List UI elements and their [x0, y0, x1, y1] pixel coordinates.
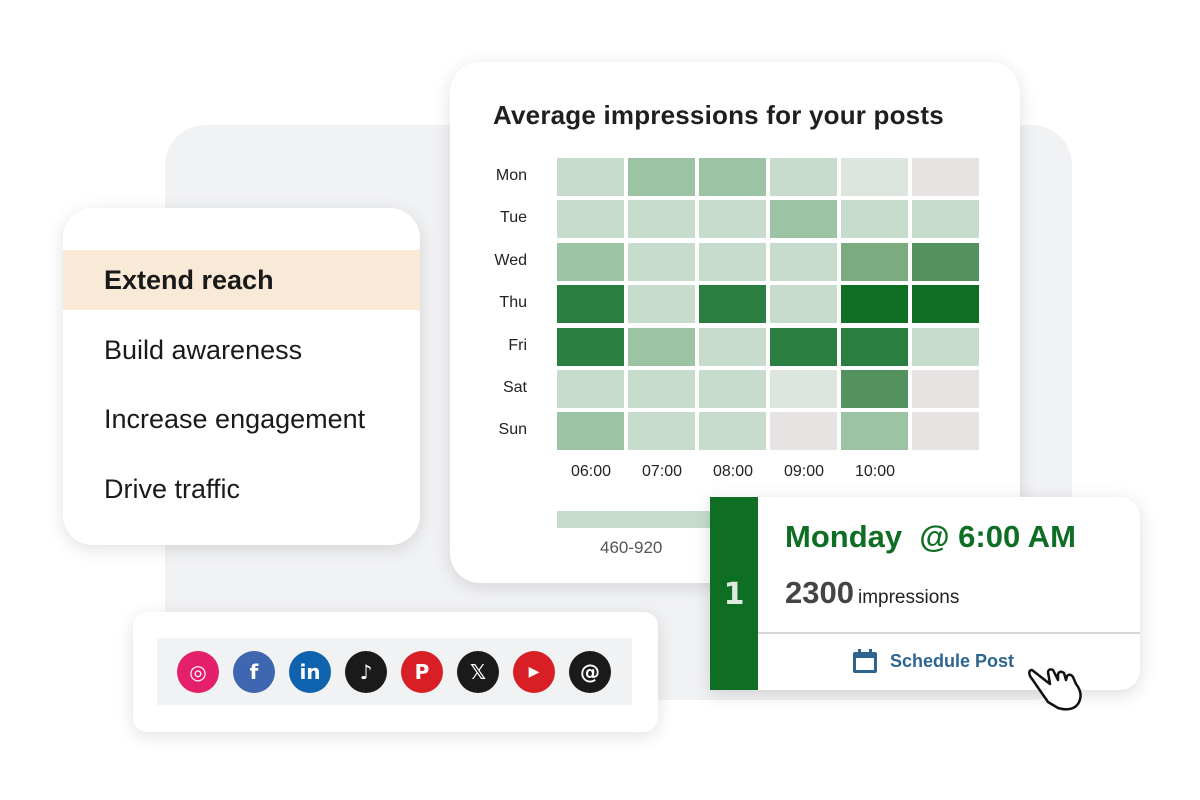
heatmap-cell[interactable] — [912, 285, 979, 324]
impressions-label: impressions — [857, 587, 960, 608]
heatmap-cell[interactable] — [770, 242, 837, 281]
calendar-icon — [853, 649, 877, 673]
heatmap-cell[interactable] — [628, 285, 695, 324]
heatmap-cell[interactable] — [912, 412, 979, 451]
heatmap-cell[interactable] — [841, 412, 908, 451]
row-label-sun: Sun — [498, 421, 527, 439]
legend-label: 460-920 — [600, 538, 663, 557]
youtube-icon[interactable]: ▶ — [513, 650, 555, 693]
impressions: 2300 impressions — [785, 575, 959, 611]
heatmap-cell[interactable] — [628, 200, 695, 239]
heatmap-cell[interactable] — [912, 370, 979, 408]
row-label-wed: Wed — [494, 251, 527, 269]
hand-pointer-icon — [1028, 668, 1082, 711]
heatmap-cell[interactable] — [770, 158, 837, 196]
heatmap-cell[interactable] — [699, 200, 766, 239]
chart-title: Average impressions for your posts — [493, 100, 944, 130]
heatmap-cell[interactable] — [912, 158, 979, 196]
heatmap-cell[interactable] — [841, 158, 908, 196]
column-label: 08:00 — [712, 463, 754, 480]
heatmap-cell[interactable] — [912, 327, 979, 366]
column-label: 06:00 — [570, 463, 612, 480]
heatmap-cell[interactable] — [770, 370, 837, 408]
row-label-tue: Tue — [500, 209, 527, 227]
heatmap-cell[interactable] — [770, 200, 837, 239]
heatmap-cell[interactable] — [841, 327, 908, 366]
heatmap-cell[interactable] — [557, 412, 624, 451]
best-time: Monday @ 6:00 AM — [785, 519, 1076, 554]
heatmap-cell[interactable] — [699, 327, 766, 366]
heatmap-cell[interactable] — [699, 285, 766, 324]
heatmap-cell[interactable] — [557, 327, 624, 366]
heatmap-cell[interactable] — [699, 242, 766, 281]
row-label-thu: Thu — [499, 294, 527, 312]
heatmap-cell[interactable] — [628, 158, 695, 196]
row-label-mon: Mon — [495, 167, 527, 184]
pinterest-icon[interactable]: P — [401, 650, 443, 693]
social-networks-card: ◎ f in ♪ P 𝕏 ▶ @ — [133, 612, 658, 732]
heatmap-cell[interactable] — [557, 200, 624, 239]
column-label: 09:00 — [783, 463, 825, 480]
heatmap-cell[interactable] — [628, 242, 695, 281]
schedule-post-label: Schedule Post — [890, 650, 1015, 671]
instagram-icon[interactable]: ◎ — [177, 650, 219, 693]
heatmap-cell[interactable] — [699, 412, 766, 451]
heatmap-cell[interactable] — [841, 370, 908, 408]
goal-drive-traffic[interactable]: Drive traffic — [104, 474, 241, 504]
heatmap-cell[interactable] — [628, 370, 695, 408]
social-icons-row: ◎ f in ♪ P 𝕏 ▶ @ — [157, 638, 632, 705]
legend-swatch — [557, 511, 710, 528]
heatmap-cell[interactable] — [628, 327, 695, 366]
heatmap-cell[interactable] — [912, 200, 979, 239]
threads-icon[interactable]: @ — [569, 650, 611, 693]
x-icon[interactable]: 𝕏 — [457, 650, 499, 693]
facebook-icon[interactable]: f — [233, 650, 275, 693]
column-label: 07:00 — [641, 463, 683, 480]
heatmap-card: Average impressions for your posts 460-9… — [450, 62, 1020, 583]
heatmap-cell[interactable] — [557, 242, 624, 281]
linkedin-icon[interactable]: in — [289, 650, 331, 693]
heatmap-cell[interactable] — [841, 242, 908, 281]
impressions-value: 2300 — [785, 575, 854, 610]
goal-build-awareness[interactable]: Build awareness — [104, 335, 303, 365]
heatmap-cell[interactable] — [841, 285, 908, 324]
heatmap-cell[interactable] — [841, 200, 908, 239]
heatmap-cell[interactable] — [699, 158, 766, 196]
heatmap-cell[interactable] — [699, 370, 766, 408]
recommendation-card: 1 Monday @ 6:00 AM 2300 impressions Sched… — [710, 497, 1140, 690]
heatmap-cell[interactable] — [628, 412, 695, 451]
schedule-post-button[interactable]: Schedule Post — [852, 648, 1014, 674]
tiktok-icon[interactable]: ♪ — [345, 650, 387, 693]
row-label-fri: Fri — [508, 336, 527, 354]
heatmap-cell[interactable] — [557, 370, 624, 408]
rank-badge: 1 — [710, 497, 758, 690]
heatmap-cell[interactable] — [557, 158, 624, 196]
row-label-sat: Sat — [502, 379, 527, 396]
divider — [758, 632, 1140, 634]
heatmap-cell[interactable] — [770, 327, 837, 366]
heatmap-cell[interactable] — [770, 412, 837, 451]
heatmap-cell[interactable] — [770, 285, 837, 324]
goal-extend-reach[interactable]: Extend reach — [63, 250, 420, 310]
goals-card: Extend reach Build awareness Increase en… — [63, 208, 420, 545]
heatmap-cell[interactable] — [912, 242, 979, 281]
goal-increase-engagement[interactable]: Increase engagement — [104, 404, 366, 434]
heatmap-cell[interactable] — [557, 285, 624, 324]
column-label: 10:00 — [854, 463, 896, 480]
